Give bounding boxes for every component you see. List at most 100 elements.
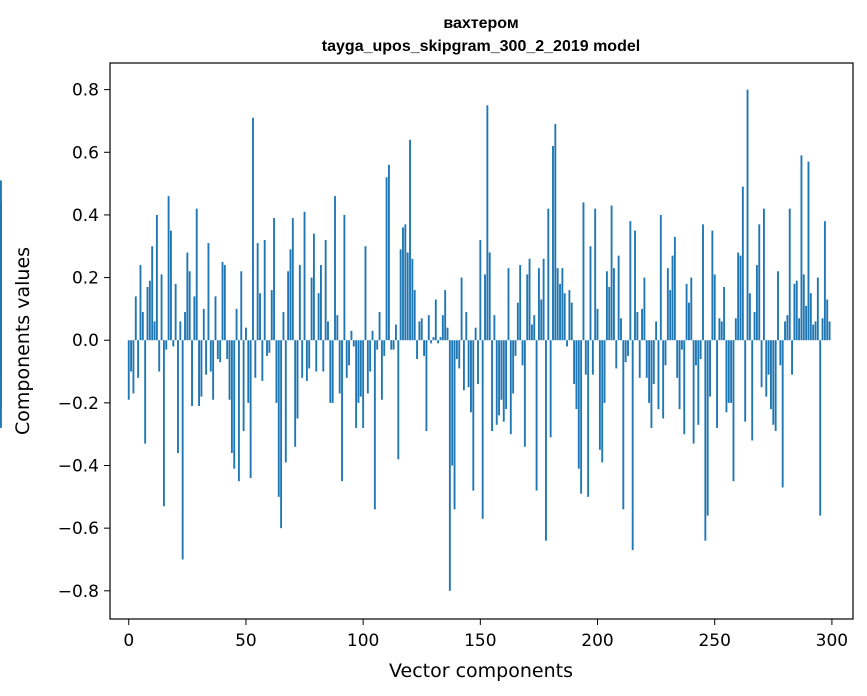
bar-92 bbox=[343, 214, 346, 341]
bar-244 bbox=[699, 340, 702, 360]
bar-68 bbox=[287, 271, 290, 341]
bar-57 bbox=[261, 340, 264, 381]
bar-2 bbox=[132, 340, 135, 394]
bar-265 bbox=[748, 293, 751, 341]
bar-237 bbox=[683, 340, 686, 435]
bar-180 bbox=[549, 340, 552, 438]
bar-291 bbox=[809, 293, 812, 341]
plot-frame bbox=[109, 62, 854, 620]
bar-158 bbox=[498, 340, 501, 416]
bar-251 bbox=[716, 340, 718, 428]
bar-89 bbox=[336, 315, 339, 341]
bar-149 bbox=[477, 340, 479, 385]
bar-210 bbox=[620, 318, 622, 341]
bar-249 bbox=[711, 230, 714, 341]
bar-121 bbox=[411, 258, 414, 341]
bar-78 bbox=[310, 277, 313, 341]
bar-43 bbox=[228, 340, 231, 400]
bar-163 bbox=[509, 340, 512, 435]
bar-172 bbox=[530, 324, 533, 341]
bar-278 bbox=[779, 340, 782, 366]
bar-233 bbox=[673, 236, 676, 341]
bar-236 bbox=[680, 340, 683, 350]
bar-12 bbox=[155, 214, 158, 341]
bar-86 bbox=[329, 340, 332, 403]
bar-175 bbox=[537, 268, 540, 341]
bar-104 bbox=[371, 330, 374, 341]
bar-246 bbox=[704, 340, 707, 541]
bar-75 bbox=[303, 211, 306, 341]
bar-65 bbox=[280, 340, 283, 529]
bar-62 bbox=[273, 218, 276, 341]
bar-213 bbox=[627, 340, 629, 356]
bar-195 bbox=[584, 340, 587, 375]
bar-8 bbox=[146, 286, 149, 341]
bar-14 bbox=[160, 274, 163, 341]
bar-189 bbox=[570, 302, 573, 341]
bar-164 bbox=[512, 340, 515, 394]
bar-193 bbox=[580, 340, 583, 494]
bar-99 bbox=[359, 340, 362, 397]
bar-287 bbox=[800, 155, 803, 341]
bar-186 bbox=[563, 293, 566, 341]
bar-266 bbox=[751, 340, 754, 441]
bar-29 bbox=[195, 208, 198, 341]
bar-38 bbox=[216, 340, 219, 360]
bar-147 bbox=[472, 340, 475, 491]
bar-171 bbox=[528, 258, 531, 341]
bar-240 bbox=[690, 277, 693, 341]
bar-139 bbox=[453, 340, 456, 510]
bar-235 bbox=[678, 340, 681, 410]
x-tick-label: 100 bbox=[347, 631, 379, 651]
bar-64 bbox=[277, 340, 280, 497]
bar-79 bbox=[312, 233, 315, 341]
bar-242 bbox=[695, 340, 697, 366]
bar-208 bbox=[615, 340, 618, 369]
bar-224 bbox=[652, 340, 655, 385]
bar-42 bbox=[226, 340, 229, 360]
bar-221 bbox=[645, 340, 648, 378]
bar-53 bbox=[252, 117, 254, 341]
bar-22 bbox=[179, 321, 182, 341]
bar-31 bbox=[200, 340, 203, 397]
bar-225 bbox=[655, 321, 658, 341]
bar-97 bbox=[355, 340, 358, 428]
bar-48 bbox=[240, 271, 243, 341]
bar-81 bbox=[317, 293, 320, 341]
bar-59 bbox=[266, 340, 268, 356]
bar-205 bbox=[608, 286, 611, 341]
bar-157 bbox=[495, 340, 498, 425]
bar-277 bbox=[777, 271, 779, 341]
bar-290 bbox=[807, 161, 810, 341]
bar-207 bbox=[612, 268, 615, 341]
bar-294 bbox=[816, 277, 819, 341]
bar-125 bbox=[420, 318, 423, 341]
bar-112 bbox=[390, 340, 393, 350]
bar-239 bbox=[687, 302, 690, 341]
bar-227 bbox=[659, 214, 662, 341]
bar-120 bbox=[409, 139, 411, 341]
bar-262 bbox=[741, 186, 744, 341]
bar-34 bbox=[207, 243, 210, 341]
bar-142 bbox=[460, 277, 463, 341]
bar-228 bbox=[662, 340, 665, 419]
x-tick-label: 300 bbox=[816, 631, 848, 651]
x-tick-label: 50 bbox=[235, 631, 257, 651]
bar-283 bbox=[791, 340, 793, 375]
bar-198 bbox=[591, 340, 594, 375]
bar-293 bbox=[814, 321, 817, 341]
bar-56 bbox=[259, 293, 261, 341]
x-tick-label: 0 bbox=[123, 631, 134, 651]
bar-169 bbox=[523, 340, 526, 447]
bar-223 bbox=[650, 340, 653, 428]
bar-66 bbox=[282, 312, 285, 341]
bar-187 bbox=[566, 340, 568, 347]
bar-122 bbox=[413, 290, 416, 341]
bar-150 bbox=[479, 239, 482, 341]
bar-88 bbox=[334, 196, 336, 341]
bar-230 bbox=[666, 268, 669, 341]
bar-276 bbox=[774, 340, 777, 432]
bar-159 bbox=[500, 340, 503, 400]
bar-127 bbox=[425, 340, 428, 432]
bar-60 bbox=[268, 340, 271, 353]
